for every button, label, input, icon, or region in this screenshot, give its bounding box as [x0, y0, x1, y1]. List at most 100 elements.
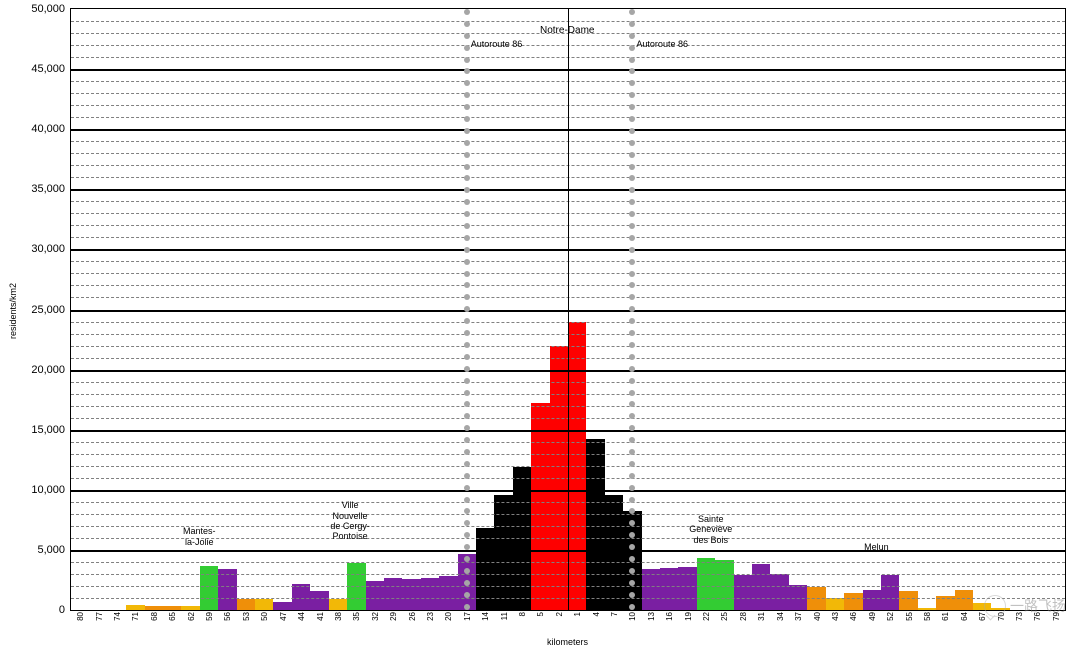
- bar: [273, 602, 291, 610]
- bar: [329, 599, 347, 610]
- x-tick-label: 25: [720, 610, 729, 621]
- x-tick-label: 53: [242, 610, 251, 621]
- x-tick-label: 28: [739, 610, 748, 621]
- bar: [863, 590, 881, 610]
- x-tick-label: 1: [573, 610, 582, 616]
- bar: [734, 575, 752, 610]
- x-tick-label: 19: [684, 610, 693, 621]
- notre-dame-line: [568, 9, 569, 610]
- x-tick-label: 65: [168, 610, 177, 621]
- x-tick-label: 55: [905, 610, 914, 621]
- x-tick-label: 49: [868, 610, 877, 621]
- bar: [439, 576, 457, 610]
- annotation-mantes: Mantes-la-Jolie: [183, 526, 216, 547]
- annotation-sainte: SainteGenevièvedes Bois: [689, 514, 732, 545]
- autoroute-right-line-label: Autoroute 86: [636, 39, 688, 49]
- bar: [218, 569, 236, 610]
- bar: [752, 564, 770, 610]
- annotation-cergy: VilleNouvellede Cergy-Pontoise: [330, 500, 370, 541]
- x-tick-label: 20: [444, 610, 453, 621]
- bar: [200, 566, 218, 610]
- x-tick-label: 74: [113, 610, 122, 621]
- x-tick-label: 32: [371, 610, 380, 621]
- autoroute-left-line: [464, 9, 470, 610]
- y-tick-label: 10,000: [31, 484, 65, 496]
- x-tick-label: 40: [813, 610, 822, 621]
- x-tick-label: 35: [352, 610, 361, 621]
- x-tick-label: 68: [150, 610, 159, 621]
- y-tick-label: 15,000: [31, 424, 65, 436]
- x-tick-label: 31: [757, 610, 766, 621]
- bar: [642, 569, 660, 610]
- x-tick-label: 26: [408, 610, 417, 621]
- y-axis-label: residents/km2: [8, 282, 18, 338]
- x-tick-label: 17: [463, 610, 472, 621]
- watermark-text: 一路飞扬: [1010, 596, 1066, 616]
- x-tick-label: 29: [389, 610, 398, 621]
- x-tick-label: 14: [481, 610, 490, 621]
- x-tick-label: 5: [536, 610, 545, 616]
- x-tick-label: 10: [628, 610, 637, 621]
- x-tick-label: 56: [223, 610, 232, 621]
- y-tick-label: 20,000: [31, 364, 65, 376]
- bar: [899, 591, 917, 610]
- x-tick-label: 61: [941, 610, 950, 621]
- x-tick-label: 37: [794, 610, 803, 621]
- bar: [715, 560, 733, 610]
- bar: [255, 599, 273, 610]
- x-tick-label: 4: [592, 610, 601, 616]
- x-tick-label: 71: [131, 610, 140, 621]
- autoroute-left-line-label: Autoroute 86: [471, 39, 523, 49]
- bar: [494, 495, 512, 610]
- y-tick-label: 30,000: [31, 243, 65, 255]
- density-chart: 05,00010,00015,00020,00025,00030,00035,0…: [0, 0, 1080, 649]
- x-tick-label: 43: [831, 610, 840, 621]
- x-tick-label: 62: [187, 610, 196, 621]
- x-axis-label: kilometers: [547, 637, 588, 647]
- bar: [310, 591, 328, 610]
- bar: [770, 574, 788, 610]
- x-tick-label: 13: [647, 610, 656, 621]
- x-tick-label: 80: [76, 610, 85, 621]
- x-tick-label: 44: [297, 610, 306, 621]
- x-tick-label: 34: [776, 610, 785, 621]
- y-tick-label: 45,000: [31, 63, 65, 75]
- plot-area: 05,00010,00015,00020,00025,00030,00035,0…: [70, 8, 1066, 611]
- x-tick-label: 11: [500, 610, 509, 620]
- x-tick-label: 8: [518, 610, 527, 616]
- bar: [605, 495, 623, 610]
- bar: [955, 590, 973, 610]
- bar: [844, 593, 862, 610]
- y-tick-label: 5,000: [37, 544, 65, 556]
- x-tick-label: 47: [279, 610, 288, 621]
- x-tick-label: 77: [95, 610, 104, 621]
- x-tick-label: 64: [960, 610, 969, 621]
- bar: [292, 584, 310, 610]
- x-tick-label: 58: [923, 610, 932, 621]
- x-tick-label: 50: [260, 610, 269, 621]
- y-tick-label: 25,000: [31, 304, 65, 316]
- x-tick-label: 41: [316, 610, 325, 621]
- annotation-melun: Melun: [864, 542, 889, 552]
- notre-dame-label: Notre-Dame: [540, 25, 594, 37]
- x-tick-label: 7: [610, 610, 619, 616]
- autoroute-right-line: [629, 9, 635, 610]
- x-tick-label: 16: [665, 610, 674, 621]
- bar: [421, 578, 439, 610]
- bar: [697, 558, 715, 610]
- y-tick-label: 35,000: [31, 183, 65, 195]
- bar: [531, 403, 549, 610]
- x-tick-label: 52: [886, 610, 895, 621]
- watermark: 一路飞扬: [984, 595, 1066, 617]
- y-tick-label: 40,000: [31, 123, 65, 135]
- bar: [384, 578, 402, 610]
- bar: [237, 599, 255, 610]
- x-tick-label: 23: [426, 610, 435, 621]
- x-tick-label: 38: [334, 610, 343, 621]
- chat-bubble-icon: [984, 595, 1006, 617]
- x-tick-label: 2: [555, 610, 564, 616]
- y-tick-label: 50,000: [31, 3, 65, 15]
- bar: [881, 575, 899, 610]
- bar: [402, 579, 420, 610]
- x-tick-label: 46: [849, 610, 858, 621]
